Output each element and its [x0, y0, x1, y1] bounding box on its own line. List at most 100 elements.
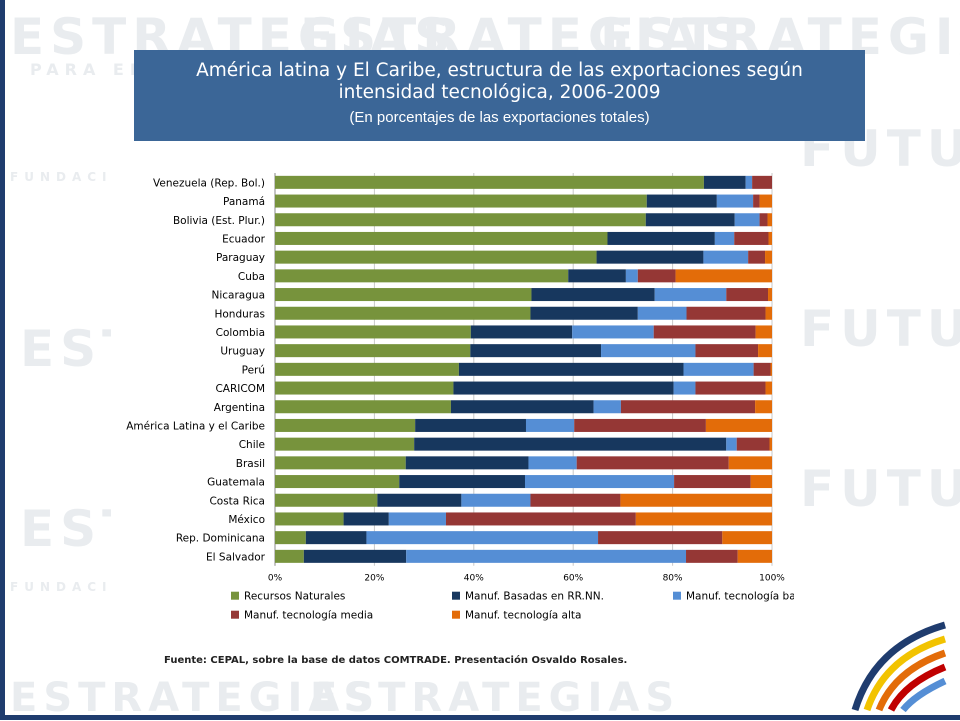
bar-segment: [275, 531, 306, 545]
bar-segment: [765, 306, 772, 320]
bar-segment: [574, 418, 706, 432]
category-label: Rep. Dominicana: [176, 533, 265, 545]
title-banner: América latina y El Caribe, estructura d…: [134, 50, 865, 141]
bar-segment: [525, 418, 575, 432]
bar-segment: [275, 269, 569, 283]
category-label: Brasil: [236, 458, 265, 470]
bar-segment: [275, 418, 416, 432]
category-label: Colombia: [216, 327, 265, 339]
bar-segment: [683, 362, 754, 376]
bar-segment: [470, 344, 602, 358]
frame-bottom-border: [0, 715, 960, 720]
bar-segment: [703, 250, 749, 264]
bar-segment: [275, 325, 471, 339]
bar-segment: [453, 381, 674, 395]
bar-segment: [607, 231, 715, 245]
x-tick-label: 0%: [268, 574, 283, 584]
bar-segment: [755, 400, 772, 414]
bar-segment: [759, 213, 768, 227]
bar-segment: [275, 475, 400, 489]
bar-segment: [674, 475, 751, 489]
bar-segment: [275, 437, 415, 451]
bar-segment: [737, 549, 772, 563]
bar-segment: [759, 194, 772, 208]
bar-segment: [366, 531, 599, 545]
bar-segment: [414, 437, 727, 451]
bar-segment: [377, 493, 462, 507]
x-tick-label: 100%: [759, 574, 785, 584]
bar-segment: [275, 362, 459, 376]
bar-segment: [635, 512, 772, 526]
category-label: Honduras: [214, 308, 265, 320]
legend-label: Manuf. tecnología baja: [686, 591, 794, 603]
bar-segment: [275, 175, 704, 189]
bar-segment: [734, 231, 769, 245]
watermark-text: FUTURO: [800, 300, 960, 358]
foundation-logo-icon: [851, 621, 947, 713]
frame-left-border: [0, 0, 5, 720]
bar-segment: [748, 250, 766, 264]
bar-segment: [275, 306, 531, 320]
bar-segment: [275, 456, 406, 470]
bar-segment: [593, 400, 621, 414]
bar-segment: [703, 175, 746, 189]
bar-segment: [461, 493, 531, 507]
bar-segment: [758, 344, 772, 358]
category-label: Nicaragua: [212, 290, 265, 302]
bar-segment: [734, 213, 760, 227]
bar-segment: [445, 512, 636, 526]
chart-title: América latina y El Caribe, estructura d…: [196, 60, 803, 103]
category-label: América Latina y el Caribe: [126, 420, 265, 432]
bar-segment: [654, 288, 727, 302]
bar-segment: [388, 512, 446, 526]
bar-segment: [753, 194, 760, 208]
bar-segment: [572, 325, 654, 339]
bar-segment: [625, 269, 638, 283]
bar-segment: [716, 194, 754, 208]
category-label: Chile: [239, 439, 265, 451]
bar-segment: [405, 456, 529, 470]
bar-segment: [726, 288, 769, 302]
bar-segment: [646, 194, 717, 208]
category-label: Venezuela (Rep. Bol.): [153, 177, 265, 189]
bar-segment: [728, 456, 772, 470]
category-label: México: [228, 514, 265, 526]
bar-segment: [769, 437, 772, 451]
category-label: Costa Rica: [209, 495, 265, 507]
stacked-bar-chart: 0% 20% 40% 60% 80% 100% Venezuela (Rep. Bol.) P…: [126, 173, 805, 622]
bar-segment: [530, 493, 621, 507]
bar-segment: [399, 475, 525, 489]
bar-segment: [745, 175, 753, 189]
category-label: Perú: [242, 364, 265, 376]
x-tick-label: 20%: [364, 574, 384, 584]
bar-segment: [637, 306, 687, 320]
bar-segment: [765, 250, 772, 264]
bar-segment: [528, 456, 577, 470]
bar-segment: [675, 269, 772, 283]
category-label: Ecuador: [222, 233, 266, 245]
bar-segment: [768, 231, 772, 245]
bar-segment: [755, 325, 772, 339]
bar-segment: [753, 362, 771, 376]
legend-swatch: [231, 591, 239, 600]
bar-segment: [765, 381, 772, 395]
x-tick-label: 80%: [663, 574, 683, 584]
bar-segment: [275, 194, 647, 208]
chart-area: 0% 20% 40% 60% 80% 100% Venezuela (Rep. Bol.) P…: [111, 165, 805, 630]
bar-segment: [750, 475, 772, 489]
chart-subtitle: (En porcentajes de las exportaciones tot…: [349, 109, 650, 126]
bar-segment: [653, 325, 756, 339]
bar-segment: [714, 231, 735, 245]
bar-segment: [530, 306, 638, 320]
bar-segment: [726, 437, 737, 451]
watermark-text: PARA EL: [30, 60, 147, 79]
bar-segment: [275, 288, 532, 302]
legend-swatch: [673, 591, 681, 600]
bar-segment: [470, 325, 573, 339]
bar-segment: [305, 531, 367, 545]
bar-segment: [705, 418, 772, 432]
category-label: Argentina: [214, 402, 265, 414]
category-label: Paraguay: [216, 252, 265, 264]
bar-segment: [568, 269, 626, 283]
legend-label: Recursos Naturales: [244, 591, 345, 603]
